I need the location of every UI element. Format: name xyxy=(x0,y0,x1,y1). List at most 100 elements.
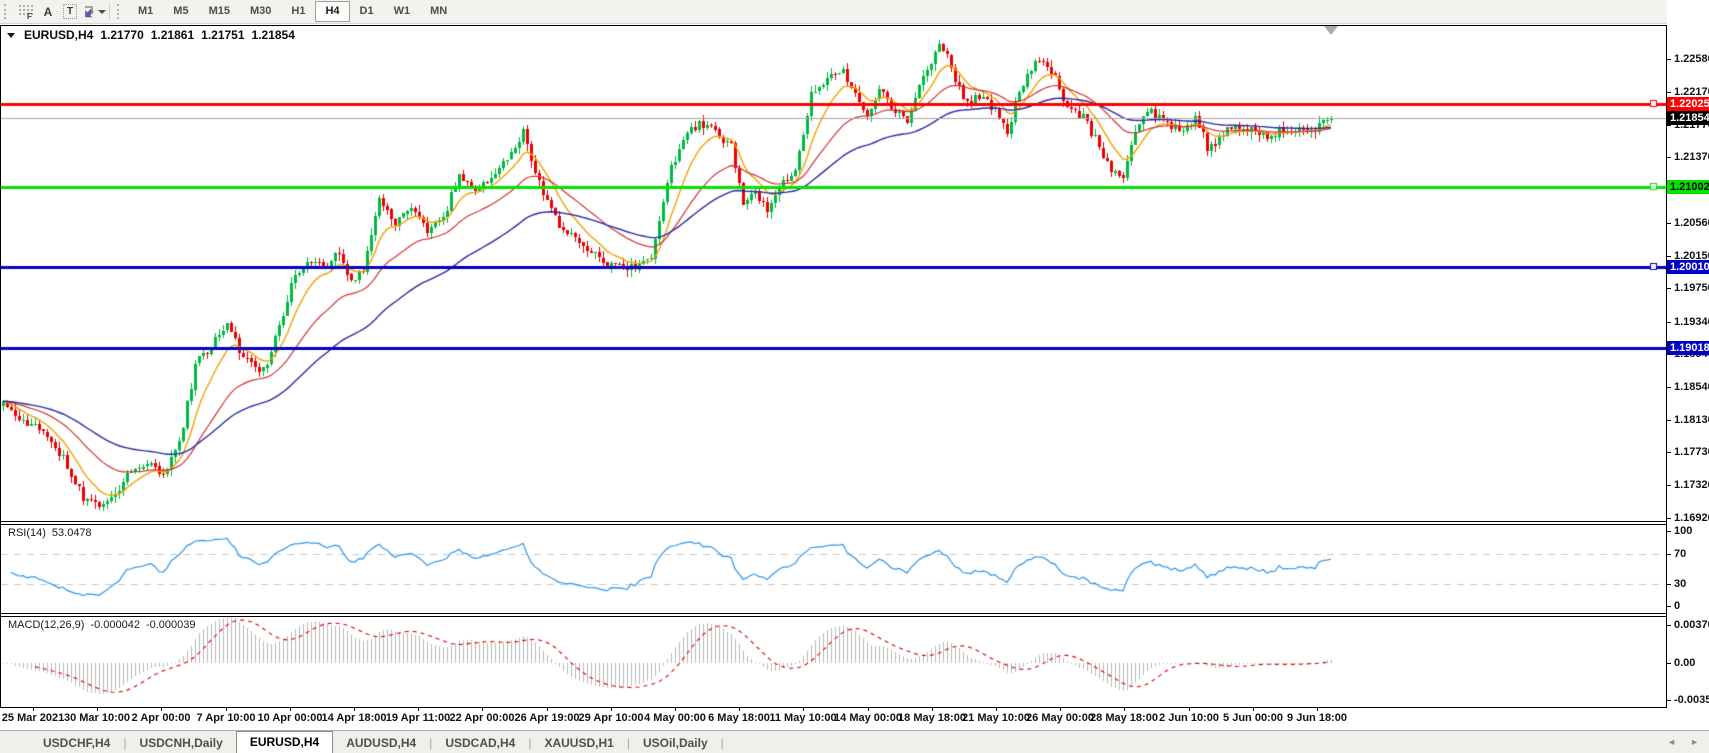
tab-eurusd-h4[interactable]: EURUSD,H4 xyxy=(235,731,334,753)
axis-tick xyxy=(1667,288,1671,289)
main-chart-canvas[interactable] xyxy=(1,26,1666,521)
axis-tick-label: 0 xyxy=(1674,600,1681,612)
axis-tick-label: 1.18130 xyxy=(1674,414,1709,426)
tab-scroll-right-icon[interactable]: ► xyxy=(1690,737,1699,747)
time-tick-label: 30 Mar 10:00 xyxy=(63,712,131,724)
tab-divider: | xyxy=(123,736,127,750)
tab-usdcad-h4[interactable]: USDCAD,H4 xyxy=(445,736,516,750)
rsi-name: RSI(14) xyxy=(8,527,46,539)
axis-tick-label: 1.17730 xyxy=(1674,446,1709,458)
axis-tick xyxy=(1667,606,1671,607)
time-tick xyxy=(932,708,933,711)
rsi-label: RSI(14) 53.0478 xyxy=(8,527,92,539)
time-tick xyxy=(418,708,419,711)
fibonacci-tool-button[interactable]: F xyxy=(15,2,37,21)
time-tick-label: 26 May 00:00 xyxy=(1026,712,1094,724)
time-tick xyxy=(1124,708,1125,711)
axis-tick xyxy=(1667,452,1671,453)
axis-tick xyxy=(1667,59,1671,60)
timeframe-button-d1[interactable]: D1 xyxy=(359,5,374,17)
time-tick-label: 26 Apr 19:00 xyxy=(514,712,580,724)
tab-xauusd-h1[interactable]: XAUUSD,H1 xyxy=(544,736,614,750)
time-tick-label: 7 Apr 10:00 xyxy=(196,712,256,724)
timeframe-button-h4[interactable]: H4 xyxy=(315,1,350,22)
time-axis[interactable]: 25 Mar 2021 30 Mar 10:00 2 Apr 00:00 7 Apr … xyxy=(0,708,1667,728)
axis-tick-label: 1.21370 xyxy=(1674,151,1709,163)
axis-tick-label: 1.22170 xyxy=(1674,86,1709,98)
rsi-separator-bottom[interactable] xyxy=(0,524,1667,525)
tab-divider: | xyxy=(528,736,532,750)
time-tick xyxy=(547,708,548,711)
time-tick-label: 28 May 18:00 xyxy=(1090,712,1158,724)
tab-usdcnh-daily[interactable]: USDCNH,Daily xyxy=(139,736,223,750)
macd-name: MACD(12,26,9) xyxy=(8,619,85,631)
time-tick xyxy=(161,708,162,711)
rsi-separator-top[interactable] xyxy=(0,521,1667,522)
fibonacci-icon: F xyxy=(19,5,33,19)
tab-usoil-daily[interactable]: USOil,Daily xyxy=(642,736,708,750)
time-tick-label: 2 Jun 10:00 xyxy=(1159,712,1219,724)
time-tick-label: 2 Apr 00:00 xyxy=(131,712,191,724)
timeframe-button-w1[interactable]: W1 xyxy=(393,5,411,17)
timeframe-button-h1[interactable]: H1 xyxy=(291,5,306,17)
timeframe-button-m30[interactable]: M30 xyxy=(249,5,272,17)
time-tick-label: 14 May 00:00 xyxy=(834,712,902,724)
timeframe-button-m5[interactable]: M5 xyxy=(173,5,189,17)
axis-tick-label: 1.20150 xyxy=(1674,250,1709,262)
time-tick-label: 18 May 18:00 xyxy=(898,712,966,724)
toolbar-separator xyxy=(109,3,110,20)
time-tick-label: 10 Apr 00:00 xyxy=(257,712,323,724)
axis-tick-label: 70 xyxy=(1674,548,1687,560)
timeframe-button-m15[interactable]: M15 xyxy=(208,5,230,17)
time-tick xyxy=(739,708,740,711)
timeframe-toolbar-drag-handle[interactable] xyxy=(117,4,123,19)
end-of-chart-marker[interactable] xyxy=(1324,26,1338,35)
time-tick xyxy=(996,708,997,711)
macd-separator-bottom[interactable] xyxy=(0,616,1667,617)
chart-title-dropdown-icon[interactable] xyxy=(7,32,15,38)
time-tick-label: 25 Mar 2021 xyxy=(1,712,65,724)
arrows-tool-button[interactable] xyxy=(81,2,106,21)
axis-tick-label: 1.19340 xyxy=(1674,316,1709,328)
axis-tick xyxy=(1667,584,1671,585)
time-tick-label: 14 Apr 18:00 xyxy=(321,712,387,724)
macd-indicator-canvas[interactable] xyxy=(1,617,1666,707)
tab-audusd-h4[interactable]: AUDUSD,H4 xyxy=(346,736,417,750)
macd-value: -0.000042 xyxy=(90,619,140,631)
axis-tick-label: 1.17320 xyxy=(1674,479,1709,491)
time-tick xyxy=(354,708,355,711)
axis-tick-label: 0.003701 xyxy=(1674,619,1709,631)
axis-tick-label: 1.20560 xyxy=(1674,217,1709,229)
axis-tick-label: 0.00 xyxy=(1674,657,1696,669)
tab-divider: | xyxy=(429,736,433,750)
axis-tick-label: 100 xyxy=(1674,525,1693,537)
chart-top-border xyxy=(0,25,1667,26)
axis-tick-label: 1.16920 xyxy=(1674,512,1709,524)
axis-tick xyxy=(1667,420,1671,421)
chart-title: EURUSD,H4 1.21770 1.21861 1.21751 1.2185… xyxy=(7,28,295,42)
axis-tick xyxy=(1667,485,1671,486)
price-tag-hline: 1.22025 xyxy=(1667,97,1709,111)
rsi-indicator-canvas[interactable] xyxy=(1,525,1666,613)
time-tick xyxy=(1189,708,1190,711)
ohlc-close: 1.21854 xyxy=(251,28,295,42)
timeframe-button-mn[interactable]: MN xyxy=(430,5,448,17)
time-tick xyxy=(611,708,612,711)
price-tag-bid: 1.21854 xyxy=(1667,111,1709,125)
timeframe-button-m1[interactable]: M1 xyxy=(138,5,154,17)
rsi-value: 53.0478 xyxy=(51,527,92,539)
tab-scroll-left-icon[interactable]: ◄ xyxy=(1667,737,1677,747)
price-axis-line xyxy=(1666,25,1667,708)
macd-separator-top[interactable] xyxy=(0,613,1667,614)
ohlc-high: 1.21861 xyxy=(150,28,195,42)
tab-usdchf-h4[interactable]: USDCHF,H4 xyxy=(43,736,111,750)
price-tag-hline: 1.20010 xyxy=(1667,260,1709,274)
arrows-dropdown-caret[interactable] xyxy=(98,9,106,14)
price-axis[interactable]: 1.225801.221701.217701.213701.209601.205… xyxy=(1667,0,1709,730)
time-tick xyxy=(290,708,291,711)
toolbar-drag-handle[interactable] xyxy=(4,4,10,19)
label-tool-button[interactable]: T xyxy=(59,2,81,21)
axis-tick xyxy=(1667,663,1671,664)
chart-tab-bar: ◄ ► USDCHF,H4 | USDCNH,Daily EURUSD,H4 AUDUS… xyxy=(0,730,1709,753)
text-tool-button[interactable]: A xyxy=(37,2,59,21)
